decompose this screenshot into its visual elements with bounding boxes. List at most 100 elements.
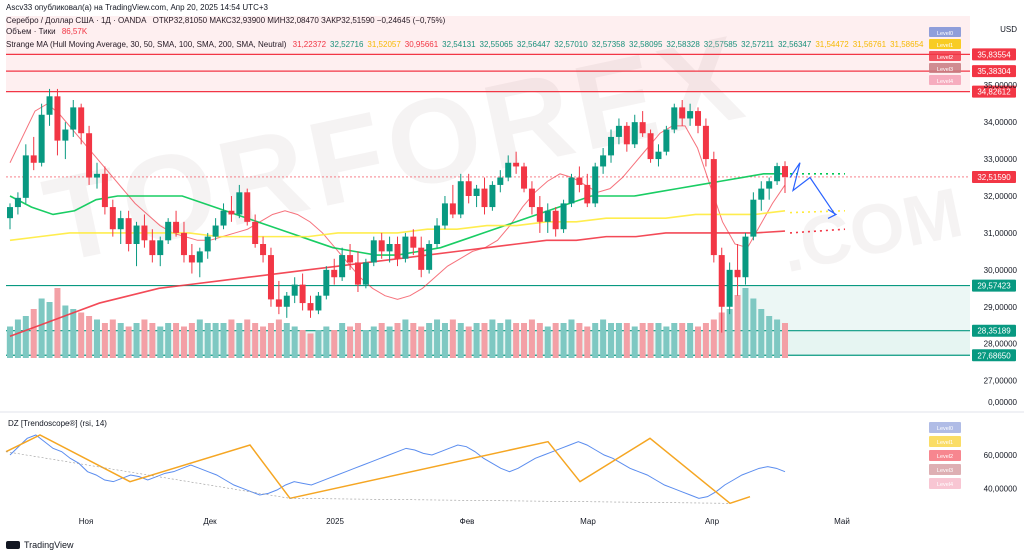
rsi-level-box <box>929 436 961 447</box>
volume-bar <box>30 309 37 358</box>
ma-value: 32,56347 <box>778 40 811 49</box>
candle-body <box>339 255 346 278</box>
volume-bar <box>244 319 251 358</box>
volume-bar <box>283 323 290 358</box>
volume-bar <box>339 323 346 358</box>
volume-bar <box>782 323 788 358</box>
candle-body <box>109 207 116 230</box>
candle-body <box>173 221 180 233</box>
candle-body <box>410 236 417 248</box>
volume-bar <box>378 323 385 358</box>
volume-bar <box>695 326 702 358</box>
level-price-tag: 34,82612 <box>972 85 1016 98</box>
volume-bar <box>212 323 219 358</box>
volume-bar <box>62 305 69 358</box>
candle-body <box>710 159 717 256</box>
level-price-tag: 32,51590 <box>972 170 1016 183</box>
level-tag-bg <box>972 48 1016 61</box>
tradingview-footer[interactable]: TradingView <box>6 540 74 550</box>
candle-body <box>418 247 425 270</box>
time-tick: Фев <box>460 517 475 526</box>
candle-body <box>726 269 733 307</box>
candle-body <box>695 111 702 126</box>
volume-bar <box>236 323 243 358</box>
level-legend-box <box>929 39 961 49</box>
candle-body <box>505 162 512 178</box>
candle-body <box>260 244 267 256</box>
volume-bar <box>133 323 140 358</box>
candle-body <box>718 255 725 307</box>
volume-bar <box>465 326 472 358</box>
candle-body <box>592 166 599 204</box>
candle-body <box>702 125 709 160</box>
level-tag-label: 32,51590 <box>977 173 1011 182</box>
candle-body <box>236 192 243 215</box>
volume-label[interactable]: Объем · Тики <box>6 27 56 36</box>
volume-bar <box>615 323 622 358</box>
volume-bar <box>180 326 187 358</box>
time-tick: Май <box>834 517 850 526</box>
candle-body <box>631 122 638 145</box>
ma-value: 32,58328 <box>666 40 699 49</box>
candle-body <box>394 244 401 259</box>
candle-body <box>220 210 227 226</box>
forecast-arrow <box>789 162 836 215</box>
level-tag-label: 28,35189 <box>977 327 1011 336</box>
volume-bar <box>315 330 322 358</box>
level-tag-bg <box>972 324 1016 337</box>
price-tick: 33,00000 <box>984 155 1018 164</box>
candle-body <box>7 207 13 219</box>
candle-body <box>347 255 354 263</box>
volume-bar <box>513 323 520 358</box>
rsi-level-box <box>929 450 961 461</box>
volume-bar <box>204 323 211 358</box>
candle-body <box>679 107 686 119</box>
volume-bar <box>323 326 330 358</box>
volume-bar <box>46 302 53 358</box>
volume-value: 86,57K <box>62 27 87 36</box>
volume-bar <box>608 323 615 358</box>
time-tick: Апр <box>705 517 720 526</box>
price-tick: 0,00000 <box>988 398 1017 407</box>
rsi-level-box <box>929 464 961 475</box>
forecast-ext <box>789 228 846 234</box>
candle-body <box>180 232 187 256</box>
volume-bar <box>568 319 575 358</box>
candle-body <box>750 199 757 237</box>
ma-value: 31,58654 <box>890 40 923 49</box>
volume-bar <box>307 333 314 358</box>
level-price-tag: 35,83554 <box>972 48 1016 61</box>
candle-body <box>734 269 741 278</box>
candle-body <box>133 225 140 244</box>
volume-bar <box>291 326 298 358</box>
symbol-label[interactable]: Серебро / Доллар США · 1Д · OANDA <box>6 16 146 25</box>
candle-body <box>252 221 259 244</box>
volume-bar <box>173 323 180 358</box>
ma-value: 32,57010 <box>554 40 587 49</box>
candle-body <box>449 203 456 215</box>
volume-bar <box>655 323 662 358</box>
candle-body <box>331 269 338 278</box>
volume-bar <box>631 326 638 358</box>
candle-body <box>141 225 148 241</box>
volume-bar <box>220 323 227 358</box>
level-legend-box <box>929 27 961 37</box>
volume-bar <box>354 323 361 358</box>
publish-info: Ascv33 опубликовал(а) на TradingView.com… <box>6 3 268 12</box>
candle-body <box>38 114 45 163</box>
ma-label[interactable]: Strange MA (Hull Moving Average, 30, 50,… <box>6 40 286 49</box>
price-tick: 34,00000 <box>984 118 1018 127</box>
volume-bar <box>299 330 306 358</box>
volume-bar <box>157 326 164 358</box>
level-tag-bg <box>972 279 1016 292</box>
ma-value: 31,52057 <box>367 40 400 49</box>
ma-value: 32,57358 <box>592 40 625 49</box>
level-price-tag: 27,68650 <box>972 349 1016 362</box>
forecast-arrow-head <box>827 208 838 219</box>
volume-bar <box>734 295 741 358</box>
time-tick: Дек <box>203 517 217 526</box>
volume-bar <box>552 323 559 358</box>
candle-body <box>623 125 630 145</box>
volume-bar <box>742 288 749 358</box>
